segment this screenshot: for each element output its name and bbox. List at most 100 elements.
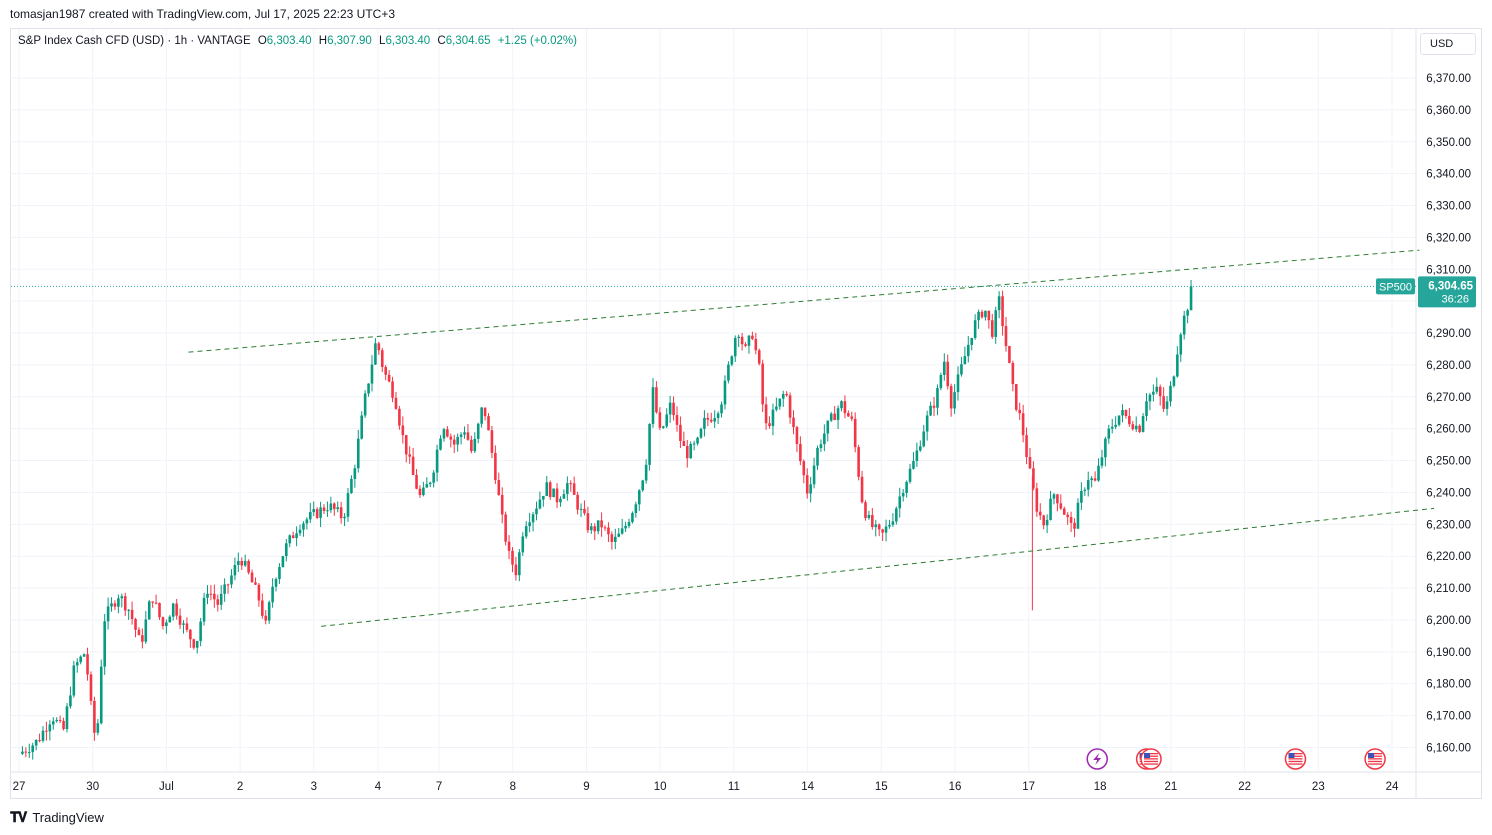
candle bbox=[394, 391, 398, 410]
bar-countdown: 36:26 bbox=[1441, 293, 1469, 305]
time-axis-label: 15 bbox=[875, 781, 888, 793]
candle bbox=[1121, 404, 1124, 423]
candle-body bbox=[994, 310, 998, 337]
candle bbox=[771, 403, 775, 436]
candle-body bbox=[555, 488, 559, 503]
candle-body bbox=[953, 392, 956, 409]
candle bbox=[799, 436, 802, 466]
candle-body bbox=[154, 602, 158, 604]
candle-body bbox=[34, 739, 38, 746]
candle bbox=[665, 408, 669, 429]
candle-body bbox=[552, 488, 555, 498]
candle bbox=[1176, 346, 1179, 378]
open-label: O bbox=[257, 35, 267, 47]
candle bbox=[343, 513, 346, 527]
candle-body bbox=[956, 374, 960, 393]
candle-body bbox=[943, 361, 946, 375]
candle bbox=[360, 411, 364, 440]
candle bbox=[326, 501, 329, 517]
candle bbox=[1080, 482, 1083, 510]
candle-body bbox=[775, 406, 778, 410]
candle-body bbox=[435, 449, 439, 473]
candle-body bbox=[1158, 386, 1162, 397]
candle bbox=[199, 617, 202, 647]
candle-body bbox=[137, 629, 141, 636]
candle bbox=[377, 341, 381, 355]
candle bbox=[1141, 413, 1145, 433]
candle bbox=[754, 332, 758, 355]
candle-body bbox=[932, 405, 936, 408]
candle bbox=[134, 617, 137, 638]
candle bbox=[661, 425, 665, 430]
candle-body bbox=[703, 417, 706, 429]
candle bbox=[997, 291, 1001, 319]
candle bbox=[144, 611, 148, 644]
us-flag-icon[interactable] bbox=[1364, 748, 1386, 770]
candle bbox=[805, 468, 809, 499]
candle-body bbox=[281, 556, 285, 568]
candle-body bbox=[511, 550, 514, 565]
candle bbox=[281, 555, 285, 568]
candle-body bbox=[45, 730, 48, 732]
candle bbox=[593, 523, 597, 541]
time-axis[interactable]: 27 30 Jul 2 3 4 7 8 9 10 11 14 15 16 17 18 21 22 23 24 bbox=[13, 781, 1399, 793]
candle-body bbox=[41, 730, 45, 741]
price-axis[interactable]: 6,160.00 6,170.00 6,180.00 6,190.00 6,200.00… bbox=[1426, 73, 1471, 754]
candle bbox=[631, 511, 634, 524]
candle-body bbox=[915, 450, 919, 462]
candle-body bbox=[223, 584, 226, 594]
lightning-icon[interactable] bbox=[1086, 748, 1108, 770]
candle-body bbox=[305, 519, 309, 524]
candle-body bbox=[651, 387, 655, 424]
candle bbox=[840, 400, 843, 412]
candle-body bbox=[751, 335, 754, 339]
candle-body bbox=[922, 431, 926, 447]
candle-body bbox=[401, 425, 405, 436]
us-flag-icon[interactable] bbox=[1140, 748, 1162, 770]
us-flag-icon[interactable] bbox=[1284, 748, 1307, 770]
candle bbox=[147, 599, 151, 620]
candle bbox=[596, 520, 600, 535]
candle bbox=[411, 447, 415, 476]
candle-body bbox=[973, 320, 977, 338]
candle-body bbox=[1165, 401, 1169, 409]
candle bbox=[1189, 279, 1193, 311]
candle bbox=[1001, 290, 1004, 336]
candle-body bbox=[459, 434, 463, 437]
candle-body bbox=[535, 508, 538, 515]
candle-body bbox=[1004, 326, 1008, 347]
candle-body bbox=[422, 487, 425, 496]
candle-body bbox=[946, 361, 950, 387]
symbol-price-tag[interactable]: SP500 bbox=[1376, 278, 1415, 295]
tradingview-logo[interactable]: 𝐓𝐕 TradingView bbox=[10, 809, 104, 826]
candle bbox=[723, 375, 727, 410]
candle bbox=[93, 696, 96, 741]
candle bbox=[380, 347, 384, 373]
upper-trendline[interactable] bbox=[188, 249, 1420, 353]
symbol-name[interactable]: S&P Index Cash CFD (USD) · 1h · VANTAGE bbox=[18, 35, 251, 47]
candle bbox=[521, 532, 525, 556]
price-axis-label: 6,290.00 bbox=[1426, 328, 1471, 340]
candle-body bbox=[278, 567, 281, 580]
candle bbox=[446, 426, 449, 438]
candle bbox=[679, 416, 682, 448]
candle-body bbox=[620, 528, 624, 534]
lower-trendline[interactable] bbox=[321, 507, 1435, 627]
candle-body bbox=[141, 635, 144, 642]
candle bbox=[987, 310, 991, 329]
candle-body bbox=[494, 452, 497, 480]
candle bbox=[264, 610, 268, 625]
candle bbox=[408, 446, 411, 464]
candle bbox=[733, 335, 737, 362]
candle-body bbox=[586, 513, 590, 531]
candle bbox=[778, 398, 782, 410]
candle-body bbox=[990, 320, 994, 337]
candle-body bbox=[1152, 391, 1155, 395]
currency-button[interactable]: USD bbox=[1420, 33, 1476, 55]
tradingview-brand: TradingView bbox=[32, 810, 104, 825]
candle bbox=[350, 475, 353, 494]
candle-body bbox=[884, 526, 888, 533]
candle bbox=[603, 525, 607, 531]
